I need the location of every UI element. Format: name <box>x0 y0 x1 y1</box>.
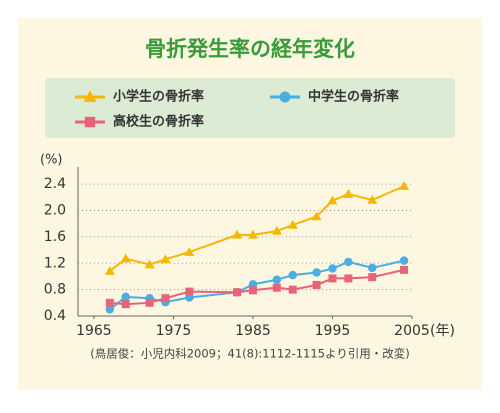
marker <box>367 195 378 204</box>
x-tick-label: 2005 <box>394 323 430 339</box>
marker <box>287 220 298 229</box>
legend-label: 中学生の骨折率 <box>308 89 399 105</box>
marker <box>288 285 297 294</box>
marker <box>104 266 115 275</box>
marker <box>327 195 338 205</box>
marker <box>233 288 242 297</box>
source-note: (鳥居俊：小児内科2009；41(8):1112-1115より引用・改変) <box>90 347 410 361</box>
x-tick-label: 1985 <box>235 323 271 339</box>
marker <box>105 305 115 314</box>
y-tick-label: 2.4 <box>44 176 66 192</box>
marker <box>400 265 409 274</box>
marker <box>328 264 337 273</box>
marker <box>161 294 170 303</box>
marker <box>399 256 409 265</box>
marker <box>84 116 96 128</box>
marker <box>248 286 257 295</box>
marker <box>328 274 337 283</box>
y-unit: (%) <box>40 153 63 168</box>
y-tick-label: 0.4 <box>44 308 66 324</box>
marker <box>144 259 155 269</box>
marker <box>312 268 321 277</box>
marker <box>184 247 195 256</box>
marker <box>232 229 243 239</box>
legend-label: 小学生の骨折率 <box>113 89 204 105</box>
marker <box>343 189 354 198</box>
y-tick-label: 0.8 <box>44 282 66 298</box>
legend-label: 高校生の骨折率 <box>113 114 204 130</box>
marker <box>367 263 377 273</box>
marker <box>399 181 410 190</box>
marker <box>288 270 297 280</box>
x-tick-label: 1995 <box>315 323 351 339</box>
marker <box>271 225 282 235</box>
marker <box>121 292 130 302</box>
x-tick-label: 1965 <box>76 323 112 339</box>
marker <box>344 274 353 283</box>
marker <box>272 283 281 292</box>
marker <box>120 253 131 263</box>
marker <box>312 281 321 290</box>
marker <box>105 298 114 307</box>
marker <box>83 90 97 102</box>
chart-title: 骨折発生率の経年変化 <box>145 37 355 61</box>
marker <box>368 273 377 282</box>
marker <box>145 298 154 307</box>
y-tick-label: 1.6 <box>44 229 66 245</box>
marker <box>311 211 322 221</box>
y-tick-label: 2.0 <box>44 203 66 219</box>
marker <box>344 257 353 267</box>
x-tick-label: 1975 <box>156 323 192 339</box>
x-unit: (年) <box>430 323 455 339</box>
legend-box <box>45 78 455 138</box>
marker <box>247 229 258 239</box>
marker <box>272 275 282 284</box>
marker <box>121 300 130 309</box>
marker <box>160 254 171 264</box>
marker <box>185 287 194 296</box>
marker <box>279 91 291 103</box>
y-tick-label: 1.2 <box>44 255 66 271</box>
